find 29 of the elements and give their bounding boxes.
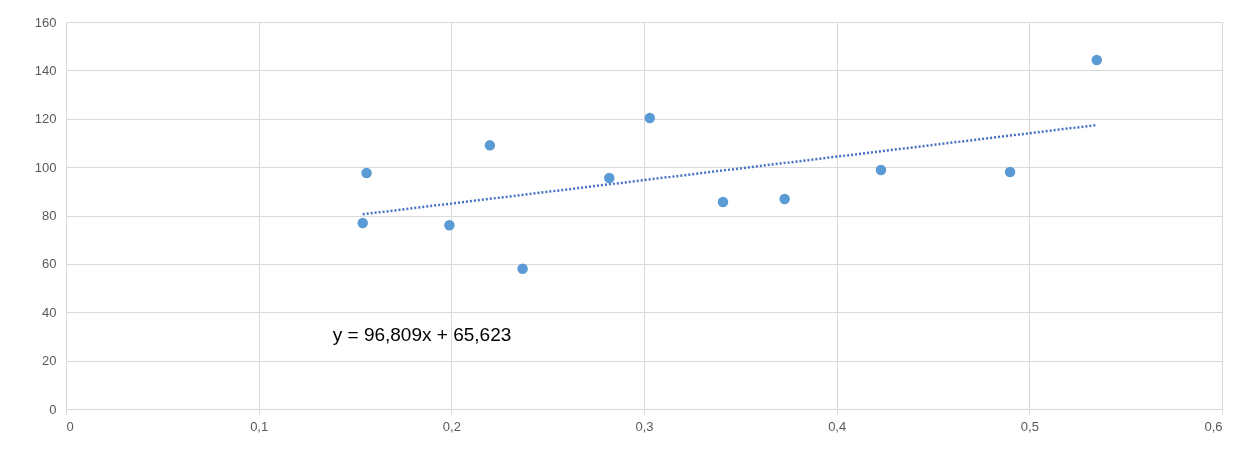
point	[644, 112, 656, 124]
x-tick-label: 0,4	[828, 418, 847, 434]
y-tick-label: 100	[34, 159, 57, 175]
x-tick-label: 0,1	[250, 418, 269, 434]
y-tick-label: 0	[49, 401, 57, 417]
point	[444, 219, 455, 231]
x-tick-label: 0,3	[635, 418, 654, 434]
y-tick-label: 60	[42, 256, 57, 272]
x-tick-label: 0,6	[1204, 418, 1223, 434]
x-tick-label: 0	[66, 418, 74, 434]
y-tick-label: 20	[42, 353, 57, 369]
x-tick-label: 0,2	[442, 418, 461, 434]
x-tick-label: 0,5	[1020, 418, 1039, 434]
y-tick-label: 160	[34, 14, 57, 30]
point	[604, 172, 615, 184]
annotation: y = 96,809x + 65,623	[332, 324, 512, 345]
point	[484, 140, 496, 151]
point	[517, 263, 528, 274]
y-tick-label: 120	[34, 111, 57, 127]
point	[1091, 54, 1103, 66]
point	[875, 164, 887, 176]
point	[717, 196, 729, 208]
point	[1004, 166, 1016, 178]
y-tick-label: 40	[42, 304, 57, 320]
point	[779, 193, 790, 205]
y-tick-label: 140	[34, 62, 57, 78]
y-tick-label: 80	[42, 208, 57, 223]
point	[357, 217, 368, 229]
point	[361, 167, 372, 179]
